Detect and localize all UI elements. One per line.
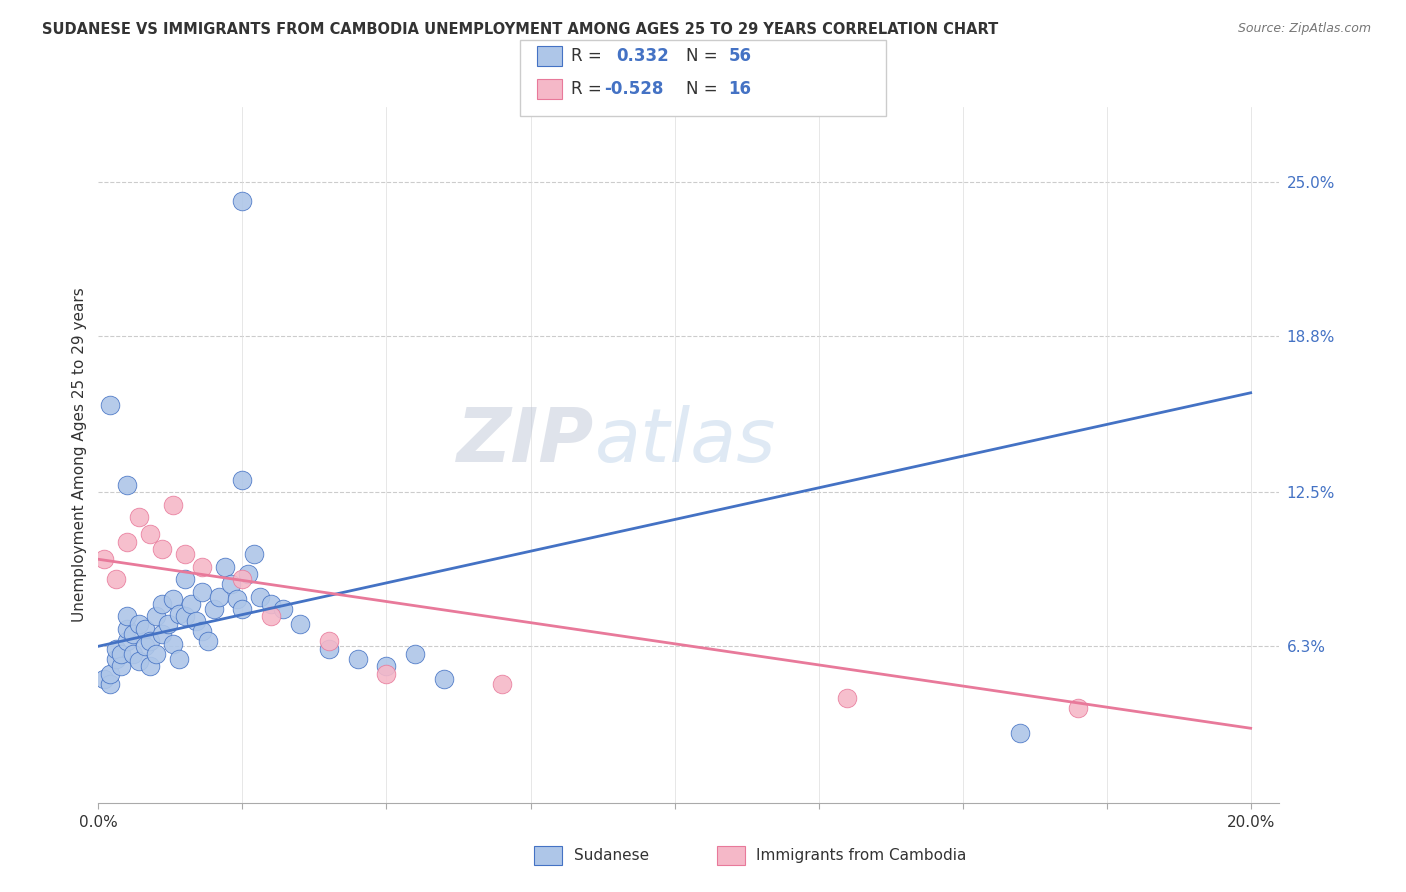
Point	[202, 602, 225, 616]
Point	[115, 609, 138, 624]
Point	[231, 572, 253, 586]
Point	[110, 647, 132, 661]
Point	[225, 592, 247, 607]
Point	[288, 616, 311, 631]
Point	[167, 651, 190, 665]
Point	[115, 477, 138, 491]
Point	[208, 590, 231, 604]
Point	[150, 627, 173, 641]
Text: 0.332: 0.332	[616, 47, 669, 65]
Point	[145, 609, 167, 624]
Point	[162, 637, 184, 651]
Point	[249, 590, 271, 604]
Point	[104, 572, 127, 586]
Point	[128, 616, 150, 631]
Point	[128, 510, 150, 524]
Text: -0.528: -0.528	[605, 80, 664, 98]
Text: SUDANESE VS IMMIGRANTS FROM CAMBODIA UNEMPLOYMENT AMONG AGES 25 TO 29 YEARS CORR: SUDANESE VS IMMIGRANTS FROM CAMBODIA UNE…	[42, 22, 998, 37]
Point	[98, 666, 121, 681]
Text: R =: R =	[571, 47, 607, 65]
Point	[231, 194, 253, 209]
Text: 20.0%: 20.0%	[1226, 815, 1275, 830]
Point	[115, 535, 138, 549]
Point	[93, 552, 115, 566]
Point	[318, 634, 340, 648]
Point	[191, 584, 214, 599]
Point	[231, 602, 253, 616]
Point	[167, 607, 190, 621]
Point	[1067, 701, 1090, 715]
Text: Sudanese: Sudanese	[574, 848, 648, 863]
Point	[122, 647, 145, 661]
Text: 56: 56	[728, 47, 751, 65]
Point	[98, 676, 121, 690]
Point	[134, 639, 156, 653]
Point	[139, 659, 162, 673]
Point	[197, 634, 219, 648]
Point	[214, 559, 236, 574]
Point	[375, 659, 398, 673]
Point	[115, 622, 138, 636]
Text: Source: ZipAtlas.com: Source: ZipAtlas.com	[1237, 22, 1371, 36]
Point	[180, 597, 202, 611]
Text: R =: R =	[571, 80, 607, 98]
Point	[837, 691, 859, 706]
Y-axis label: Unemployment Among Ages 25 to 29 years: Unemployment Among Ages 25 to 29 years	[72, 287, 87, 623]
Point	[150, 542, 173, 557]
Point	[173, 609, 195, 624]
Point	[128, 654, 150, 668]
Point	[433, 672, 456, 686]
Point	[243, 547, 266, 561]
Text: N =: N =	[686, 80, 723, 98]
Point	[191, 559, 214, 574]
Text: ZIP: ZIP	[457, 404, 595, 477]
Point	[1010, 726, 1032, 740]
Point	[93, 672, 115, 686]
Point	[191, 624, 214, 639]
Point	[231, 473, 253, 487]
Point	[318, 641, 340, 656]
Point	[104, 641, 127, 656]
Point	[115, 634, 138, 648]
Point	[139, 634, 162, 648]
Point	[134, 622, 156, 636]
Point	[98, 398, 121, 412]
Text: 0.0%: 0.0%	[79, 815, 118, 830]
Point	[104, 651, 127, 665]
Point	[404, 647, 426, 661]
Point	[122, 627, 145, 641]
Point	[139, 527, 162, 541]
Point	[162, 498, 184, 512]
Text: Immigrants from Cambodia: Immigrants from Cambodia	[756, 848, 967, 863]
Point	[219, 577, 242, 591]
Text: N =: N =	[686, 47, 723, 65]
Point	[271, 602, 294, 616]
Point	[375, 666, 398, 681]
Text: atlas: atlas	[595, 405, 776, 477]
Point	[156, 616, 179, 631]
Point	[260, 597, 283, 611]
Point	[162, 592, 184, 607]
Point	[238, 567, 260, 582]
Point	[346, 651, 368, 665]
Point	[150, 597, 173, 611]
Point	[491, 676, 513, 690]
Point	[173, 572, 195, 586]
Point	[173, 547, 195, 561]
Point	[186, 615, 208, 629]
Point	[260, 609, 283, 624]
Text: 16: 16	[728, 80, 751, 98]
Point	[110, 659, 132, 673]
Point	[145, 647, 167, 661]
